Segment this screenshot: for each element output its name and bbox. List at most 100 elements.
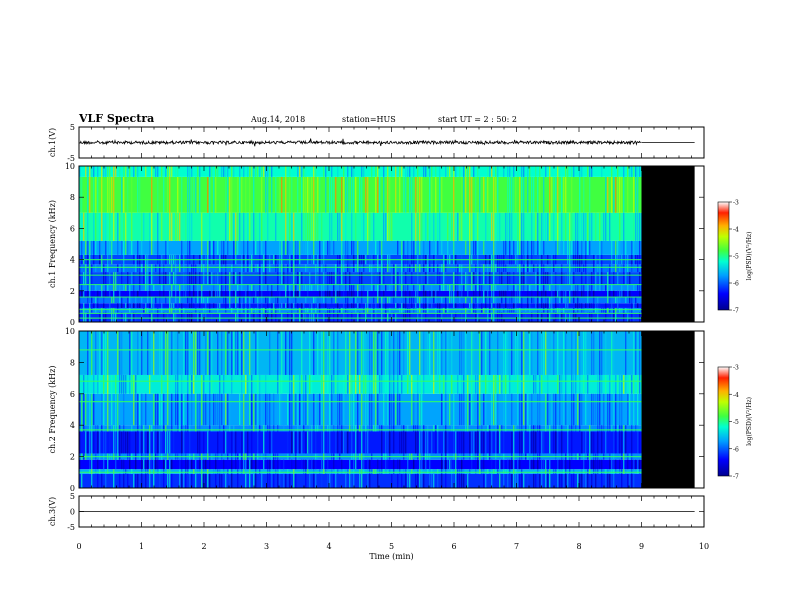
spectral-streak [463, 331, 465, 375]
spectral-streak [405, 469, 407, 474]
spectral-streak [291, 307, 293, 313]
spectral-streak [609, 393, 611, 426]
spectral-streak [151, 176, 153, 213]
spectral-streak [143, 272, 145, 285]
spectral-streak [591, 166, 593, 177]
spectral-streak [327, 425, 329, 432]
spectral-streak [519, 393, 521, 426]
spectral-streak [373, 212, 375, 241]
spectral-streak [491, 312, 493, 322]
spectral-streak [503, 393, 505, 426]
spectral-streak [399, 459, 401, 470]
spectral-streak [537, 264, 539, 273]
spectral-streak [567, 166, 569, 177]
spectral-streak [419, 212, 421, 241]
colorbar-tick-label: -5 [733, 254, 739, 261]
spectral-streak [127, 297, 129, 304]
spectral-streak [505, 290, 507, 298]
spectral-streak [241, 431, 243, 454]
spectral-streak [617, 240, 619, 255]
spectral-streak [429, 459, 431, 470]
spectral-streak [315, 459, 317, 470]
spectral-streak [389, 331, 391, 375]
colorbar-tick-label: -3 [733, 365, 739, 372]
spectral-streak [239, 176, 241, 213]
spectral-streak [363, 393, 365, 426]
spectral-streak [317, 425, 319, 432]
spectral-streak [519, 290, 521, 298]
spectral-streak [523, 473, 525, 488]
spectral-streak [619, 176, 621, 213]
spectral-streak [127, 272, 129, 285]
spectral-streak [445, 393, 447, 426]
spectral-streak [317, 312, 319, 322]
spectral-streak [461, 272, 463, 285]
spectral-streak [595, 303, 597, 308]
spectral-streak [479, 459, 481, 470]
spectral-streak [451, 425, 453, 432]
spectral-streak [385, 212, 387, 241]
spectral-streak [235, 431, 237, 454]
spectral-streak [637, 459, 639, 470]
spectral-streak [233, 212, 235, 241]
spectral-streak [301, 176, 303, 213]
spectral-streak [305, 307, 307, 313]
spectral-streak [109, 307, 111, 313]
spectral-streak [523, 272, 525, 285]
spectral-streak [515, 331, 517, 375]
spectral-streak [495, 307, 497, 313]
spectral-streak [145, 284, 147, 291]
spectral-streak [413, 166, 415, 177]
spectral-streak [229, 290, 231, 298]
spectral-streak [433, 290, 435, 298]
spectral-streak [447, 166, 449, 177]
spectral-streak [145, 166, 147, 177]
spectral-streak [635, 459, 637, 470]
spectral-streak [433, 425, 435, 432]
spectral-streak [457, 431, 459, 454]
spectral-streak [219, 473, 221, 488]
spectral-streak [207, 272, 209, 285]
spectral-streak [431, 284, 433, 291]
spectral-streak [519, 307, 521, 313]
spectral-streak [147, 264, 149, 273]
spectral-streak [427, 264, 429, 273]
spectral-streak [189, 166, 191, 177]
spectral-streak [209, 459, 211, 470]
spectral-streak [599, 425, 601, 432]
spectral-streak [151, 166, 153, 177]
spectral-streak [325, 303, 327, 308]
spectral-streak [179, 290, 181, 298]
spectral-streak [369, 374, 371, 394]
spectral-streak [495, 303, 497, 308]
spectral-streak [397, 393, 399, 426]
spectral-streak [229, 469, 231, 474]
spectral-streak [295, 473, 297, 488]
spectral-streak [103, 212, 105, 241]
spectral-streak [251, 374, 253, 394]
spectral-streak [305, 240, 307, 255]
spectral-streak [375, 240, 377, 255]
spectral-streak [495, 459, 497, 470]
spectral-streak [611, 331, 613, 375]
spectral-streak [109, 240, 111, 255]
colorbar-tick-label: -7 [733, 474, 739, 481]
spectral-streak [565, 166, 567, 177]
spectral-streak [621, 284, 623, 291]
spectral-streak [207, 297, 209, 304]
spectral-streak [181, 425, 183, 432]
spectral-streak [265, 393, 267, 426]
spectral-streak [193, 303, 195, 308]
spectral-streak [271, 303, 273, 308]
spectral-streak [577, 393, 579, 426]
spectral-streak [193, 264, 195, 273]
spectral-streak [289, 393, 291, 426]
spectral-streak [239, 459, 241, 470]
spectral-streak [385, 459, 387, 470]
spectral-streak [189, 331, 191, 375]
spectral-streak [121, 331, 123, 375]
spectral-streak [305, 297, 307, 304]
spectral-streak [215, 393, 217, 426]
spectral-streak [317, 272, 319, 285]
spectral-streak [567, 393, 569, 426]
